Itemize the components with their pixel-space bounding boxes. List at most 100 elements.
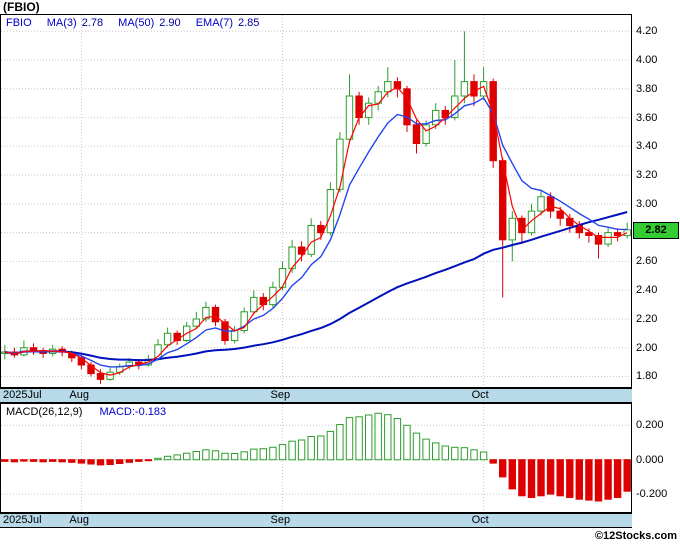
candlestick bbox=[613, 228, 622, 242]
price-axis-label: 2.00 bbox=[636, 341, 658, 354]
price-axis-label: 1.80 bbox=[636, 370, 658, 383]
candlestick bbox=[96, 369, 105, 384]
macd-bar bbox=[412, 432, 421, 461]
macd-legend: MACD(26,12,9) MACD:-0.183 bbox=[6, 406, 166, 418]
footer-credit: ©12Stocks.com bbox=[594, 530, 677, 542]
macd-bar bbox=[345, 417, 354, 461]
candlestick bbox=[106, 367, 114, 381]
candlestick bbox=[355, 91, 363, 125]
macd-bar bbox=[422, 438, 430, 461]
macd-bar bbox=[470, 449, 478, 461]
macd-bar bbox=[202, 449, 210, 461]
macd-bar bbox=[116, 459, 124, 465]
macd-axis-label: -0.200 bbox=[636, 488, 668, 501]
candlestick bbox=[556, 206, 564, 226]
price-axis-label: 3.40 bbox=[636, 140, 658, 153]
macd-axis-label: 0.000 bbox=[636, 453, 664, 466]
macd-bar bbox=[10, 459, 19, 463]
candlestick bbox=[470, 74, 478, 107]
time-axis-label: Oct bbox=[471, 514, 489, 526]
macd-bar bbox=[508, 459, 517, 490]
candlestick bbox=[527, 203, 536, 236]
macd-axis-label: 0.200 bbox=[636, 419, 664, 432]
macd-bar bbox=[489, 459, 497, 464]
ema7-line bbox=[4, 96, 628, 368]
candlestick bbox=[211, 304, 220, 327]
macd-bar bbox=[96, 459, 105, 466]
macd-bar bbox=[604, 459, 612, 500]
candlestick bbox=[460, 31, 469, 104]
macd-bar bbox=[432, 442, 440, 461]
price-axis-label: 3.80 bbox=[636, 82, 658, 95]
main-price-chart bbox=[0, 14, 632, 388]
macd-bar bbox=[566, 459, 574, 498]
candlestick bbox=[29, 343, 38, 355]
price-axis: 4.20 4.00 3.80 3.60 3.40 3.20 3.00 2.60 2.40 2.20… bbox=[632, 14, 680, 388]
price-axis-label: 4.00 bbox=[636, 54, 658, 67]
macd-bar bbox=[575, 459, 583, 500]
macd-bar bbox=[556, 459, 564, 497]
macd-bar bbox=[479, 451, 488, 461]
legend-ema7: EMA(7) 2.85 bbox=[196, 17, 260, 29]
candlestick bbox=[259, 293, 268, 311]
price-axis-label: 2.60 bbox=[636, 255, 658, 268]
candlestick bbox=[412, 120, 421, 154]
candlestick bbox=[546, 192, 555, 219]
macd-bar bbox=[106, 459, 114, 466]
macd-bar bbox=[192, 451, 201, 461]
candlestick bbox=[422, 120, 430, 147]
macd-bar bbox=[546, 459, 555, 495]
candlestick bbox=[623, 222, 631, 239]
macd-bar bbox=[211, 450, 220, 461]
macd-bar bbox=[518, 459, 526, 497]
macd-bar bbox=[384, 414, 392, 461]
legend-symbol: FBIO bbox=[6, 17, 32, 29]
macd-bar bbox=[403, 424, 411, 461]
macd-bar bbox=[163, 455, 172, 461]
current-price-badge: 2.82 bbox=[633, 221, 679, 239]
legend-ma50: MA(50) 2.90 bbox=[118, 17, 180, 29]
legend-ma50-label: MA(50) bbox=[118, 17, 155, 29]
macd-bar bbox=[278, 444, 287, 461]
candlestick bbox=[479, 67, 488, 101]
footer: ©12Stocks.com bbox=[0, 528, 680, 546]
macd-bar bbox=[365, 414, 373, 461]
macd-bar bbox=[307, 436, 315, 461]
legend-ema7-label: EMA(7) bbox=[195, 17, 233, 29]
macd-bar bbox=[336, 424, 344, 461]
macd-bar bbox=[154, 457, 162, 461]
candlestick bbox=[202, 301, 210, 322]
time-axis-label: Aug bbox=[69, 389, 89, 401]
price-axis-label: 3.00 bbox=[636, 197, 658, 210]
macd-bar bbox=[68, 459, 76, 463]
candlestick bbox=[451, 60, 459, 121]
macd-legend-label: MACD(26,12,9) bbox=[6, 406, 83, 418]
candlestick bbox=[537, 189, 545, 216]
time-axis-label: Sep bbox=[270, 514, 291, 526]
macd-bar bbox=[355, 416, 363, 461]
macd-bar bbox=[49, 459, 57, 462]
candlestick bbox=[432, 103, 440, 130]
macd-bar bbox=[326, 430, 335, 461]
macd-bar bbox=[39, 459, 47, 463]
ma3-line bbox=[4, 85, 628, 376]
time-axis-label: 2025Jul bbox=[3, 514, 42, 526]
macd-bar bbox=[623, 459, 631, 492]
legend-ma3-label: MA(3) bbox=[46, 17, 77, 29]
time-axis-label: Oct bbox=[471, 389, 489, 401]
candlestick bbox=[20, 340, 28, 357]
legend-ma3-value: 2.78 bbox=[81, 17, 104, 29]
candlestick bbox=[307, 218, 315, 258]
legend-ema7-value: 2.85 bbox=[238, 17, 260, 29]
time-axis-label: Aug bbox=[69, 514, 89, 526]
macd-axis: 0.200 0.000 -0.200 bbox=[632, 403, 680, 513]
macd-bar bbox=[537, 459, 545, 497]
macd-bar bbox=[173, 454, 181, 461]
price-axis-label: 2.40 bbox=[636, 284, 658, 297]
macd-bar bbox=[240, 451, 248, 461]
macd-bar bbox=[29, 459, 38, 462]
time-axis-main: 2025Jul Aug Sep Oct bbox=[0, 388, 632, 403]
price-axis-label: 3.60 bbox=[636, 111, 658, 124]
time-axis-label: 2025Jul bbox=[3, 389, 42, 401]
